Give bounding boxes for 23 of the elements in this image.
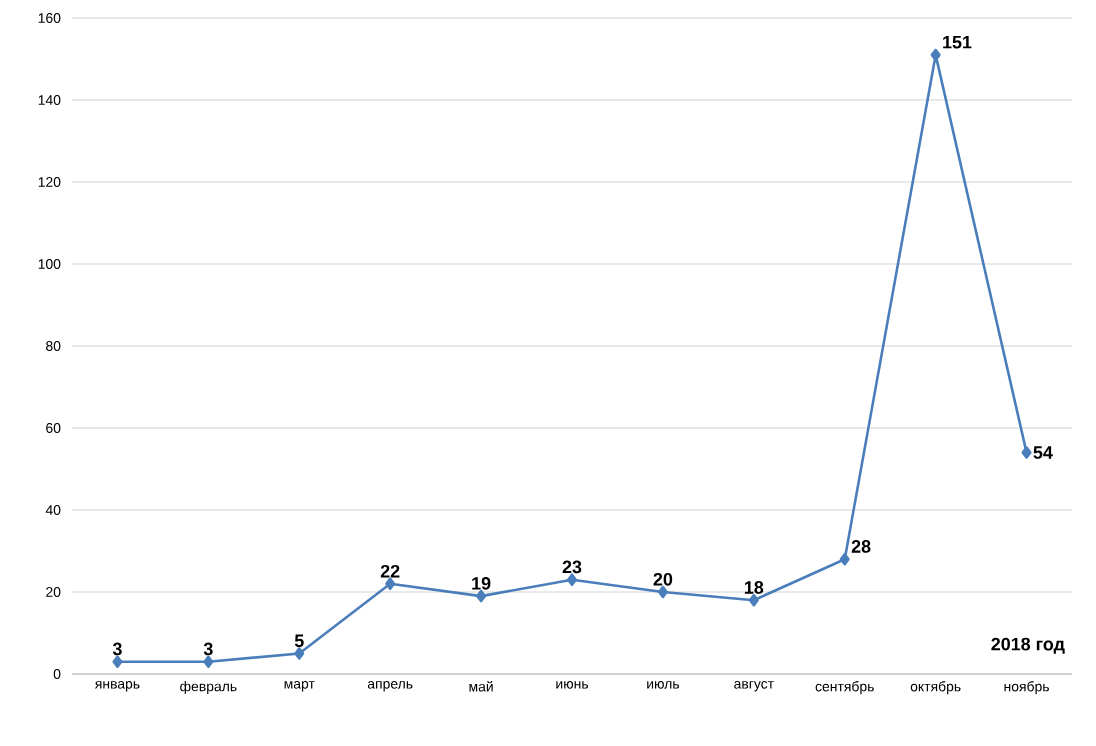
point (203, 655, 214, 668)
point (566, 573, 578, 586)
point (1021, 446, 1032, 459)
data-label: 151 (943, 36, 972, 49)
point (657, 585, 668, 599)
point (476, 589, 487, 603)
point (839, 552, 850, 566)
point (385, 577, 396, 591)
data-label: 18 (744, 581, 764, 594)
data-label: 54 (1033, 446, 1053, 459)
data-label: 22 (380, 564, 400, 578)
point (112, 655, 123, 668)
point (294, 647, 305, 660)
data-label: 20 (653, 572, 673, 586)
data-label: 5 (294, 634, 304, 648)
point (748, 593, 759, 607)
data-label: 23 (562, 560, 582, 574)
annotation: 2018 год (991, 637, 1065, 654)
data-label: 3 (112, 642, 122, 656)
data-label: 28 (851, 540, 871, 553)
data-label: 3 (203, 642, 213, 656)
point (930, 48, 941, 62)
data-label: 19 (472, 577, 491, 590)
